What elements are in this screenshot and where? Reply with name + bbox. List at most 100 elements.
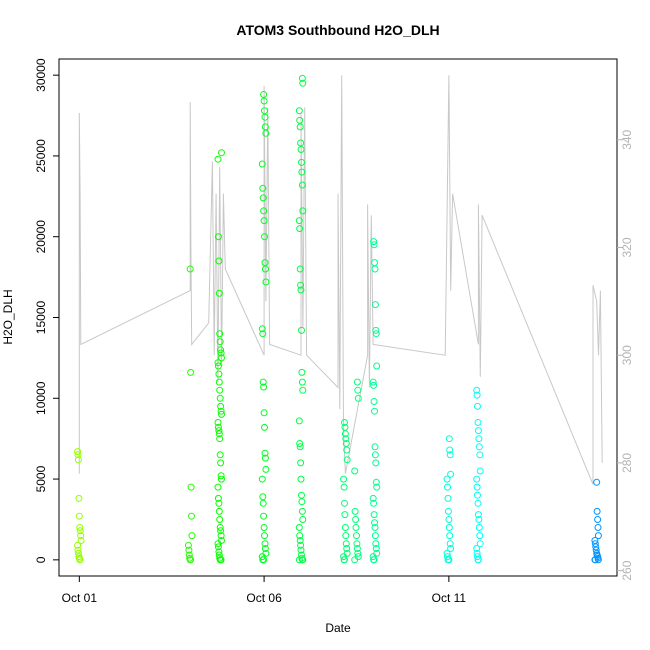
data-point bbox=[342, 440, 350, 447]
data-point bbox=[260, 97, 268, 105]
data-point bbox=[260, 524, 268, 531]
data-point bbox=[447, 470, 455, 478]
data-point bbox=[594, 532, 602, 540]
data-point bbox=[299, 516, 307, 523]
data-point bbox=[373, 362, 381, 370]
y2-tick-label: 340 bbox=[620, 129, 634, 149]
data-point bbox=[474, 511, 482, 519]
data-point bbox=[298, 168, 306, 176]
data-point bbox=[370, 381, 378, 389]
data-point bbox=[214, 233, 222, 241]
data-point bbox=[352, 516, 360, 523]
data-point bbox=[217, 346, 225, 354]
data-point bbox=[187, 368, 195, 376]
x-axis: Oct 01 Oct 06 Oct 11 bbox=[62, 576, 467, 605]
data-point bbox=[371, 301, 379, 309]
data-point bbox=[295, 524, 303, 531]
data-point bbox=[296, 116, 304, 124]
data-point bbox=[445, 516, 453, 523]
y2-tick-label: 300 bbox=[620, 345, 634, 365]
secondary-line-layer bbox=[78, 75, 603, 485]
data-point bbox=[297, 475, 305, 483]
chart-title: ATOM3 Southbound H2O_DLH bbox=[236, 22, 439, 38]
data-point bbox=[370, 238, 378, 246]
data-point bbox=[340, 553, 348, 561]
data-point bbox=[218, 410, 225, 418]
data-point bbox=[351, 556, 359, 564]
data-point bbox=[594, 524, 602, 531]
data-point bbox=[351, 507, 359, 515]
data-point bbox=[297, 146, 305, 153]
data-point bbox=[261, 449, 269, 457]
data-point bbox=[354, 386, 362, 394]
secondary-line bbox=[78, 75, 603, 485]
data-point bbox=[77, 537, 85, 544]
data-point bbox=[370, 241, 378, 249]
data-point bbox=[262, 278, 270, 286]
data-point bbox=[473, 545, 481, 552]
data-point bbox=[261, 107, 268, 115]
data-point bbox=[474, 499, 482, 507]
data-point bbox=[258, 325, 266, 333]
data-point bbox=[594, 516, 602, 523]
data-point bbox=[262, 465, 270, 473]
data-point bbox=[259, 194, 267, 202]
data-point bbox=[216, 524, 224, 531]
data-point bbox=[262, 129, 270, 137]
data-point bbox=[215, 257, 223, 265]
data-point bbox=[74, 451, 82, 459]
data-point bbox=[476, 532, 484, 540]
data-point bbox=[216, 516, 224, 523]
data-point bbox=[295, 417, 303, 425]
data-point bbox=[443, 549, 451, 557]
data-point bbox=[591, 537, 599, 544]
data-point bbox=[446, 446, 454, 454]
data-point bbox=[215, 289, 223, 297]
data-point bbox=[474, 491, 481, 499]
data-point bbox=[476, 451, 484, 459]
data-point bbox=[342, 540, 350, 548]
data-point bbox=[353, 540, 361, 548]
data-point bbox=[343, 446, 351, 454]
data-point bbox=[261, 265, 269, 273]
data-point bbox=[371, 532, 379, 540]
data-point bbox=[353, 378, 361, 386]
data-point bbox=[298, 368, 306, 376]
y-tick-label: 30000 bbox=[34, 58, 48, 92]
data-point bbox=[76, 556, 84, 564]
data-point bbox=[217, 532, 225, 540]
data-point bbox=[475, 516, 483, 523]
data-point bbox=[444, 494, 452, 502]
data-point bbox=[370, 398, 378, 405]
data-point bbox=[475, 443, 483, 451]
data-point bbox=[591, 540, 599, 548]
data-point bbox=[215, 430, 223, 438]
data-point bbox=[299, 386, 307, 394]
data-point bbox=[371, 443, 379, 451]
data-point bbox=[258, 160, 266, 168]
data-point bbox=[214, 362, 222, 370]
data-point bbox=[298, 498, 306, 506]
data-point bbox=[354, 549, 362, 557]
data-point bbox=[341, 430, 349, 438]
data-point bbox=[593, 478, 601, 486]
x-tick-label: Oct 11 bbox=[432, 591, 467, 605]
data-point bbox=[185, 551, 193, 559]
data-point bbox=[214, 483, 222, 491]
data-point bbox=[217, 459, 225, 467]
y-tick-label: 15000 bbox=[34, 300, 48, 334]
data-point bbox=[474, 427, 482, 435]
data-point bbox=[445, 556, 453, 564]
data-point bbox=[342, 435, 350, 443]
data-point bbox=[77, 532, 85, 540]
data-point bbox=[260, 556, 268, 564]
data-point bbox=[446, 451, 454, 459]
data-point bbox=[369, 553, 377, 561]
data-point bbox=[76, 524, 84, 531]
data-point bbox=[298, 326, 305, 334]
data-point bbox=[445, 435, 453, 443]
data-point bbox=[214, 359, 222, 367]
data-point bbox=[260, 409, 268, 417]
data-point bbox=[259, 493, 267, 501]
data-point bbox=[216, 451, 224, 459]
